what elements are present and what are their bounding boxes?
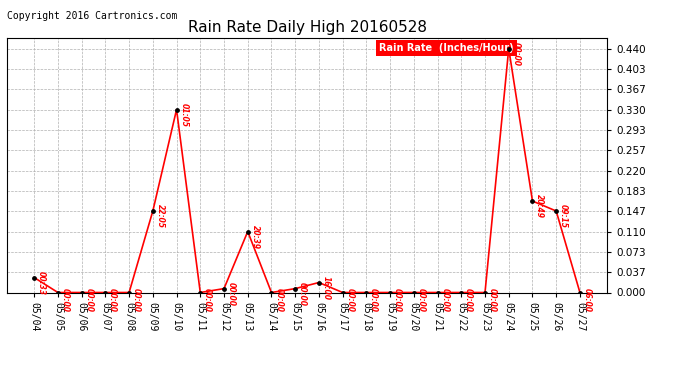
Text: 01:05: 01:05 — [179, 103, 188, 127]
Point — [527, 198, 538, 204]
Text: 22:05: 22:05 — [156, 204, 165, 228]
Text: 00:00: 00:00 — [274, 288, 283, 312]
Text: 09:15: 09:15 — [559, 204, 568, 228]
Text: 00:00: 00:00 — [61, 288, 70, 312]
Point — [219, 286, 230, 292]
Text: 00:33: 00:33 — [37, 271, 46, 295]
Point — [313, 279, 324, 285]
Point — [124, 290, 135, 296]
Text: 00:00: 00:00 — [393, 288, 402, 312]
Text: 00:00: 00:00 — [298, 282, 307, 306]
Point — [551, 208, 562, 214]
Text: 00:00: 00:00 — [464, 288, 473, 312]
Text: 00:00: 00:00 — [440, 288, 449, 312]
Text: 00:00: 00:00 — [511, 42, 520, 66]
Point — [52, 290, 63, 296]
Text: 20:49: 20:49 — [535, 194, 544, 218]
Point — [503, 46, 514, 52]
Point — [290, 286, 301, 292]
Title: Rain Rate Daily High 20160528: Rain Rate Daily High 20160528 — [188, 20, 426, 35]
Point — [242, 228, 253, 234]
Point — [384, 290, 395, 296]
Point — [337, 290, 348, 296]
Text: 00:00: 00:00 — [108, 288, 117, 312]
Point — [76, 290, 87, 296]
Point — [408, 290, 420, 296]
Text: 00:00: 00:00 — [132, 288, 141, 312]
Point — [195, 290, 206, 296]
Point — [456, 290, 467, 296]
Text: 06:00: 06:00 — [582, 288, 592, 312]
Point — [171, 106, 182, 112]
Text: Copyright 2016 Cartronics.com: Copyright 2016 Cartronics.com — [7, 11, 177, 21]
Point — [432, 290, 443, 296]
Point — [100, 290, 111, 296]
Text: 00:00: 00:00 — [369, 288, 378, 312]
Point — [266, 290, 277, 296]
Point — [147, 208, 158, 214]
Text: 00:00: 00:00 — [203, 288, 212, 312]
Text: 00:00: 00:00 — [84, 288, 93, 312]
Text: 00:00: 00:00 — [488, 288, 497, 312]
Text: 00:00: 00:00 — [227, 282, 236, 306]
Text: 00:00: 00:00 — [417, 288, 426, 312]
Point — [480, 290, 491, 296]
Text: 16:00: 16:00 — [322, 276, 331, 300]
Text: Rain Rate  (Inches/Hour): Rain Rate (Inches/Hour) — [379, 43, 514, 52]
Point — [29, 274, 40, 280]
Text: 00:00: 00:00 — [346, 288, 355, 312]
Text: 20:39: 20:39 — [250, 225, 259, 249]
Point — [574, 290, 585, 296]
Point — [361, 290, 372, 296]
